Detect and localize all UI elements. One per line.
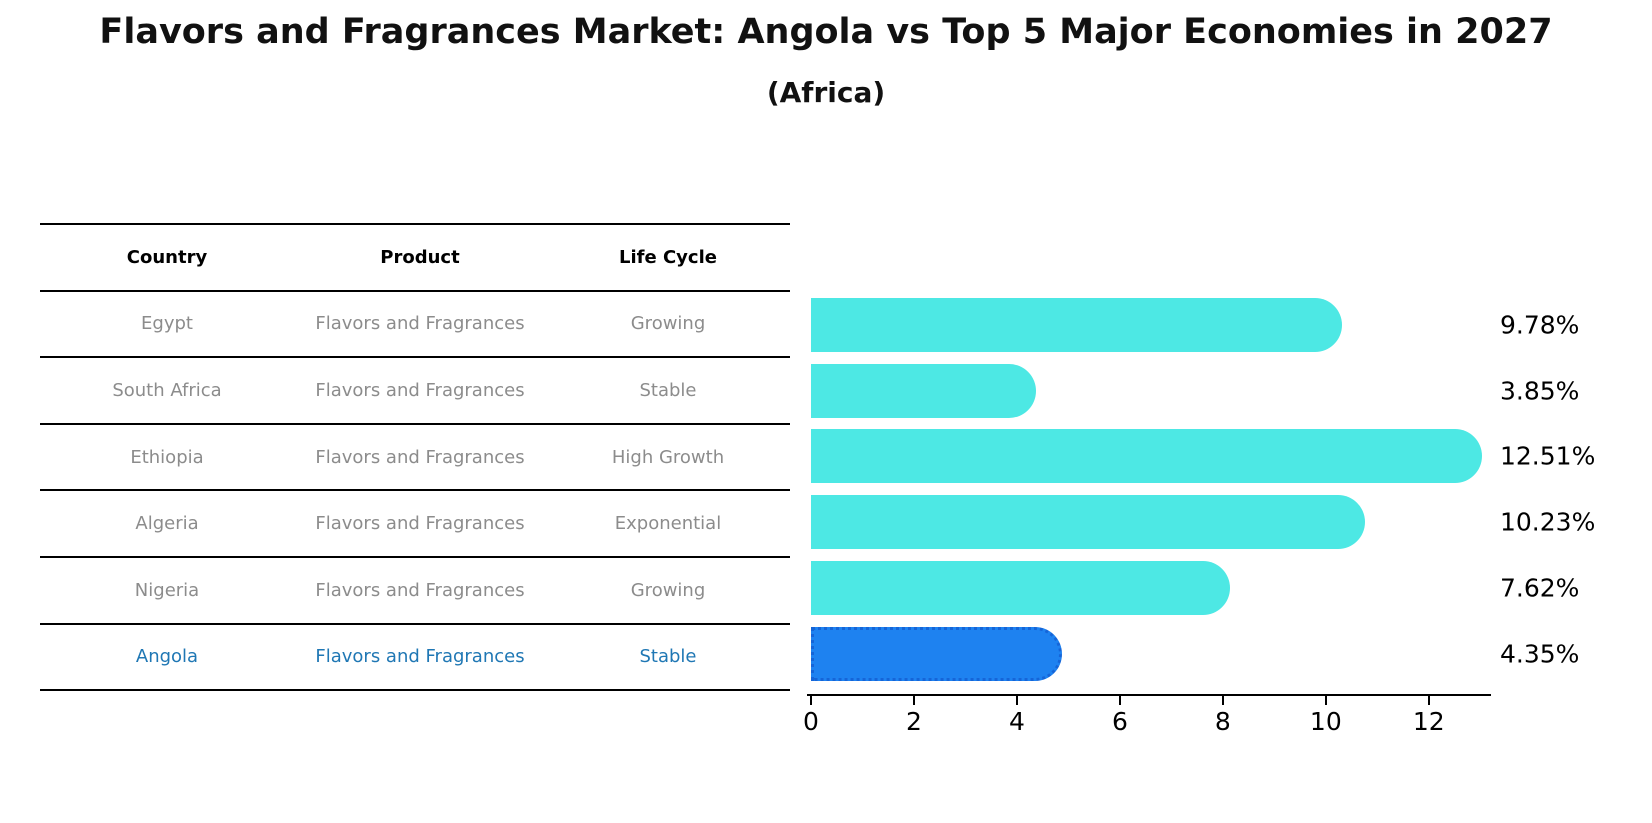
table-row: Algeria Flavors and Fragrances Exponential	[40, 491, 790, 558]
bar-value-label: 10.23%	[1500, 507, 1596, 537]
table-cell-product: Product	[380, 246, 460, 268]
table-cell-life-cycle: Life Cycle	[619, 246, 717, 268]
bar-value-label: 9.78%	[1500, 310, 1580, 340]
x-axis-tick-label: 10	[1309, 707, 1342, 736]
comparison-table: Country Product Life Cycle Egypt Flavors and…	[40, 223, 790, 692]
bar-ethiopia	[811, 429, 1483, 484]
bar-nigeria	[811, 560, 1231, 615]
x-axis-tick-label: 2	[906, 707, 922, 736]
x-axis-tick	[1324, 696, 1327, 705]
x-axis-tick	[1118, 696, 1121, 705]
bar-value-label: 12.51%	[1500, 441, 1596, 471]
table-cell-country: Country	[126, 246, 208, 268]
x-axis-tick-label: 6	[1111, 707, 1128, 736]
x-axis-tick	[1427, 696, 1430, 705]
bar-value-label: 3.85%	[1500, 376, 1580, 406]
bar-egypt	[811, 298, 1342, 352]
table-cell-product: Flavors and Fragrances	[315, 446, 525, 468]
x-axis-tick	[912, 696, 915, 705]
table-cell-country: Nigeria	[134, 579, 200, 601]
table-cell-country: Ethiopia	[130, 446, 204, 468]
bar-angola-highlighted	[811, 626, 1062, 681]
x-axis-tick-label: 4	[1008, 707, 1025, 736]
table-cell-country: South Africa	[112, 379, 222, 401]
table-row: Ethiopia Flavors and Fragrances High Growt…	[40, 425, 790, 492]
table-row: Nigeria Flavors and Fragrances Growing	[40, 558, 790, 625]
table-cell-country: Angola	[135, 646, 199, 668]
bar-south-africa	[811, 363, 1037, 418]
table-row: Egypt Flavors and Fragrances Growing	[40, 292, 790, 359]
x-axis-tick	[1015, 696, 1018, 705]
table-cell-product: Flavors and Fragrances	[315, 579, 525, 601]
table-cell-life-cycle: Stable	[639, 646, 697, 668]
x-axis-tick	[810, 696, 812, 705]
x-axis-tick-label: 12	[1412, 707, 1445, 736]
x-axis-tick-label: 0	[803, 707, 819, 736]
table-cell-life-cycle: Stable	[639, 379, 697, 401]
table-cell-product: Flavors and Fragrances	[315, 379, 525, 401]
x-axis-line	[807, 694, 1491, 696]
table-row: Angola Flavors and Fragrances Stable	[40, 625, 790, 692]
table-cell-product: Flavors and Fragrances	[315, 513, 525, 535]
chart-subtitle: (Africa)	[766, 76, 886, 109]
table-cell-life-cycle: Growing	[630, 313, 706, 335]
table-cell-product: Flavors and Fragrances	[315, 313, 525, 335]
x-axis-tick-label: 8	[1214, 707, 1231, 736]
table-cell-life-cycle: Exponential	[614, 513, 722, 535]
bar-value-label: 7.62%	[1500, 573, 1580, 603]
bar-value-labels: 9.78% 3.85% 12.51% 10.23% 7.62% 4.35%	[1500, 285, 1650, 694]
table-cell-country: Algeria	[135, 513, 199, 535]
x-axis-tick	[1221, 696, 1224, 705]
bar-value-label: 4.35%	[1500, 639, 1580, 668]
table-cell-life-cycle: High Growth	[611, 446, 725, 468]
table-cell-life-cycle: Growing	[630, 579, 706, 601]
bar-chart-plot-area: 0 2 4 6 8 10 12	[803, 285, 1491, 736]
table-cell-country: Egypt	[141, 313, 193, 335]
chart-title: Flavors and Fragrances Market: Angola vs…	[99, 12, 1553, 52]
table-row: South Africa Flavors and Fragrances Stable	[40, 358, 790, 425]
table-cell-product: Flavors and Fragrances	[315, 646, 525, 668]
bar-algeria	[811, 495, 1365, 550]
table-header-row: Country Product Life Cycle	[40, 225, 790, 292]
